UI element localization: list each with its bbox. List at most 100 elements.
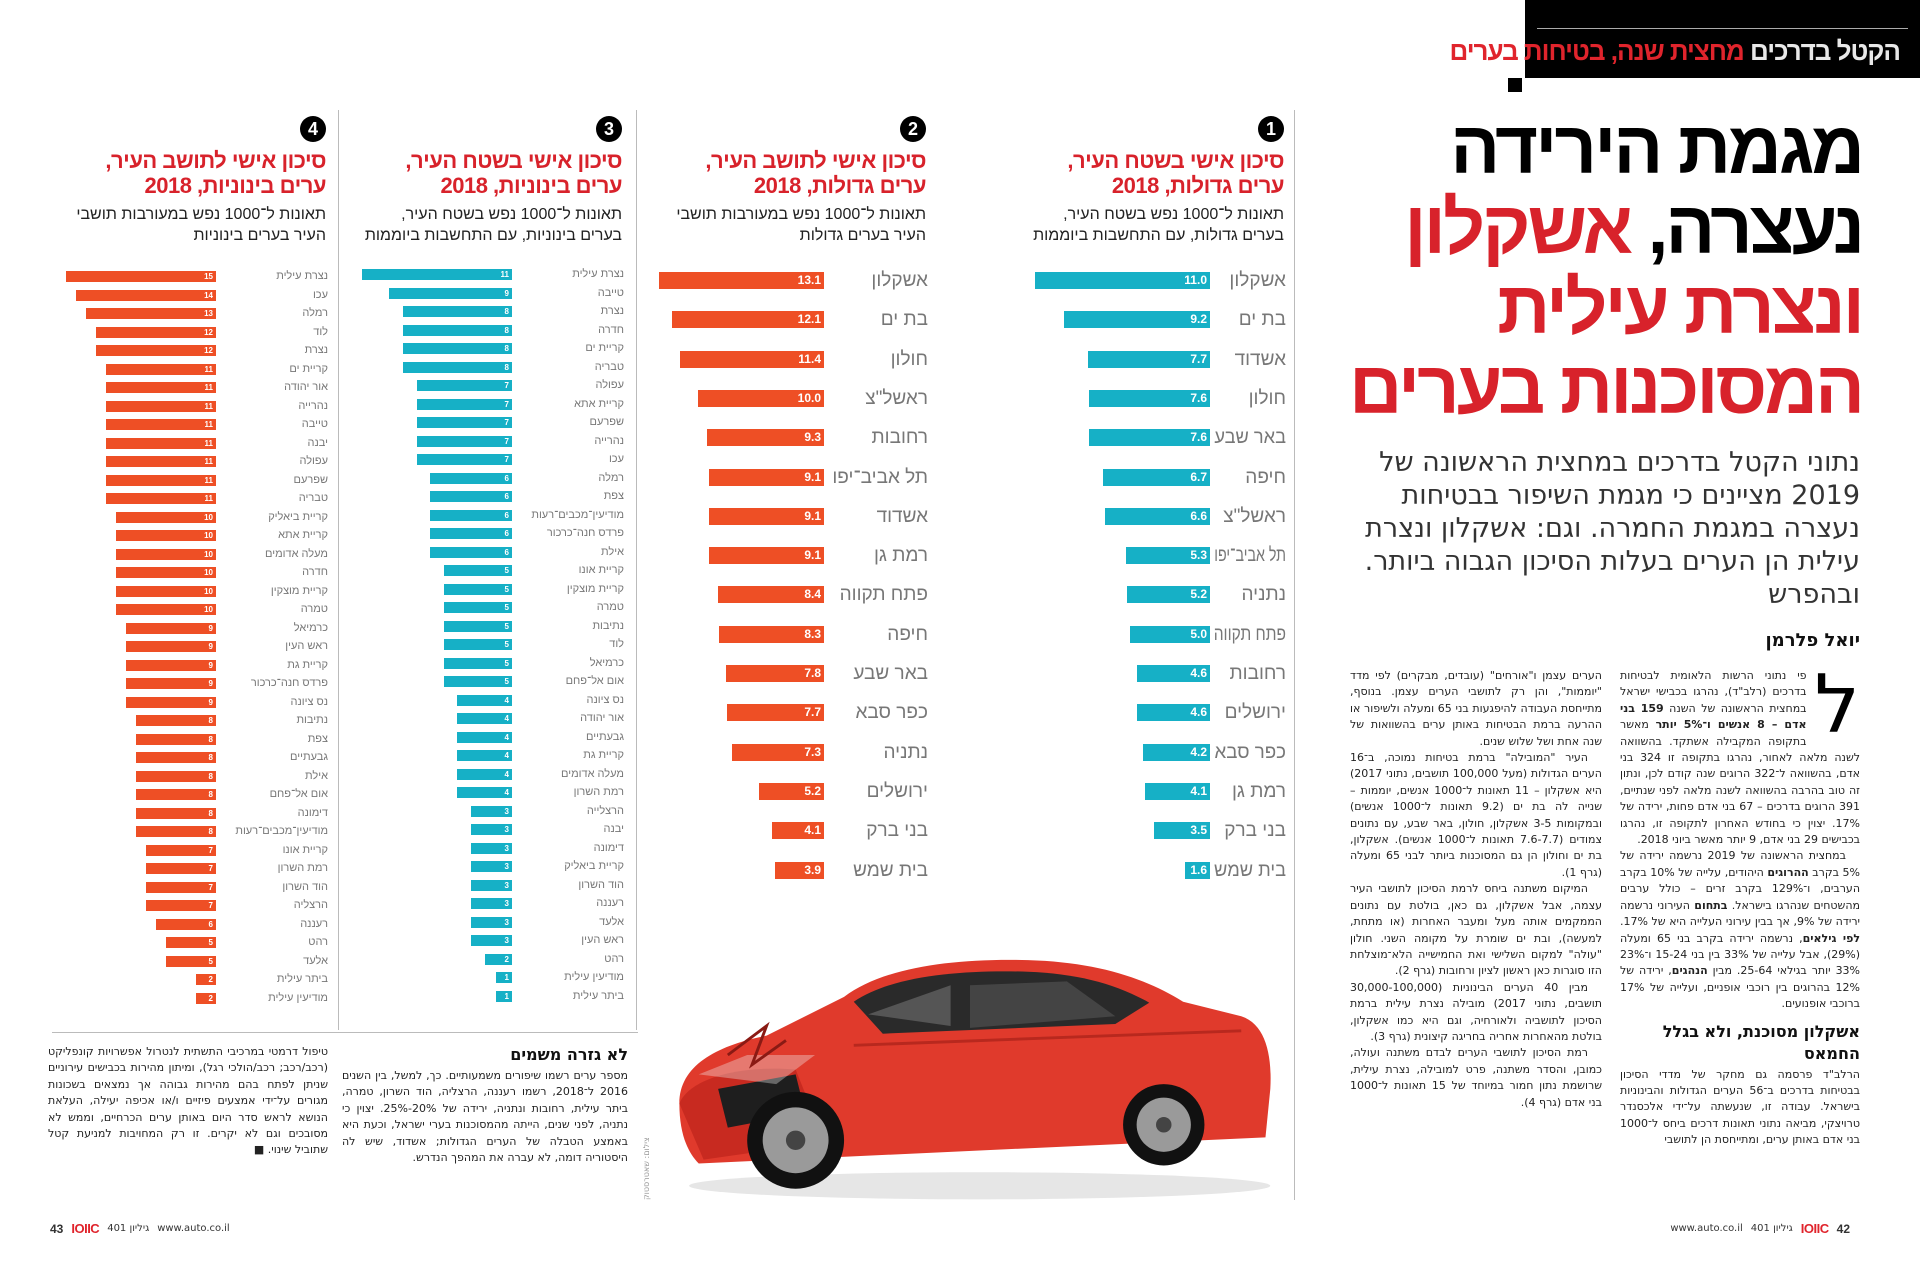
footer-left: 43 IOIIC גיליון 401 www.auto.co.il [50,1222,230,1237]
bar-category-label: דימונה [593,841,624,854]
bar-row: קריית ים 8 [352,343,628,362]
bar [1063,311,1210,329]
bold-text: ההרוגים [1767,865,1809,879]
bar-value-label: 1.6 [1190,862,1207,877]
bar [718,586,824,604]
bar-row: אום אל־פחם 8 [56,789,332,808]
bar-row: שפרעם 7 [352,417,628,436]
bar-value-label: 7.8 [804,666,821,680]
bar-category-label: נתיבות [592,619,624,632]
bar-value-label: 4 [504,769,509,779]
footer-url[interactable]: www.auto.co.il [1670,1223,1743,1234]
bar-value-label: 9.1 [804,469,821,484]
bar-category-label: ראש העין [581,934,624,946]
footer-url[interactable]: www.auto.co.il [157,1223,230,1234]
bar [116,511,216,523]
bar-row: רעננה 6 [56,917,332,938]
bar-row: דימונה 3 [352,841,628,862]
bar-category-label: עכו [608,453,624,465]
bar [484,953,512,965]
bar [86,308,216,319]
bar-value-label: 12 [204,346,213,355]
bar-value-label: 4.6 [1190,666,1207,680]
headline-line-3: ונצרת עילית [1497,266,1865,349]
bar-value-label: 3 [504,862,509,871]
bar [471,842,512,854]
bar-value-label: 10.0 [797,390,821,405]
chart-divider [636,110,637,1030]
bar-category-label: רעננה [300,917,328,930]
chart-title: סיכון אישי בשטח העיר, ערים גדולות, 2018 [1067,148,1284,198]
bar-value-label: 3 [504,843,509,853]
banner-square-decoration [1508,78,1522,92]
bar-value-label: 3.5 [1190,823,1207,838]
bar-row: פתח תקווה 5.0 [1020,625,1290,665]
bar-row: ביתר עילית 2 [56,974,332,993]
bar-row: בת ים 12.1 [652,310,932,350]
bar-row: נתניה 5.2 [1020,585,1290,625]
bar [430,509,512,521]
bar-category-label: אום אל־פחם [565,675,624,687]
bar-category-label: ביתר עילית [572,989,624,1002]
bar [136,807,216,819]
bar-value-label: 8.3 [804,626,821,641]
bar-value-label: 4 [504,732,509,742]
bar [1103,468,1210,486]
bar-value-label: 6 [504,510,509,520]
bar-row: נצרת עילית 15 [56,271,332,290]
bar-row: רהט 5 [56,937,332,956]
bar-row: כפר סבא 4.2 [1020,741,1290,783]
bar-category-label: נס ציונה [586,693,624,706]
bar [471,916,512,928]
bar-row: בית שמש 3.9 [652,861,932,901]
bar-value-label: 10 [204,605,213,614]
bar-row: אום אל־פחם 5 [352,676,628,695]
bar-value-label: 8 [208,808,213,818]
article-paragraph: ל פי נתוני הרשות הלאומית לבטיחות בדרכים (… [1620,665,1860,848]
bar-row: הוד השרון 7 [56,881,332,901]
bar-category-label: קריית גת [583,749,624,761]
bar-category-label: יבנה [603,823,624,835]
bar [166,955,216,967]
bar-row: חדרה 8 [352,324,628,344]
bar-value-label: 5 [504,658,509,668]
bar-value-label: 15 [204,272,213,281]
bar-row: ראשל"צ 10.0 [652,389,932,429]
chart-number-badge: 4 [300,116,326,142]
bar [126,622,216,634]
bar-value-label: 8 [208,827,213,836]
bar [709,547,824,565]
bar-row: חולון 11.4 [652,350,932,390]
bar [402,361,512,373]
bar-value-label: 9 [208,642,213,651]
bar-row: קריית גת 9 [56,659,332,679]
bar-category-label: פרדס חנה־כרכור [546,527,624,539]
bar-row: צפת 8 [56,733,332,753]
bar-row: אשקלון 11.0 [1020,271,1290,311]
bar-row: יבנה 3 [352,824,628,843]
text: במחצית הראשונה של 2019 נרשמה ירידה של 5%… [1620,849,1860,879]
bar-value-label: 7 [504,436,509,446]
bar-row: אילת 6 [352,546,628,566]
bar [402,343,512,354]
bar-category-label: קריית אונו [282,843,328,856]
bar-category-label: טבריה [594,360,624,373]
article-paragraph: טיפול דרמטי במרכיבי התשתית לנטרול אפשרוי… [48,1044,328,1159]
bar-category-label: פרדס חנה־כרכור [250,677,328,689]
bar-category-label: נצרת [304,344,328,356]
bar-value-label: 6.6 [1190,508,1207,523]
chart-4: 4 סיכון אישי לתושב העיר, ערים בינוניות, 2… [56,110,332,1030]
bar-category-label: כפר סבא [1214,741,1286,763]
bar-row: באר שבע 7.6 [1020,428,1290,468]
bar [116,604,216,615]
bar-row: טייבה 11 [56,419,332,438]
bar-value-label: 8 [208,734,213,744]
bar-value-label: 4 [504,788,509,797]
bar-value-label: 8 [208,790,213,799]
bar-row: בת ים 9.2 [1020,310,1290,350]
bar-category-label: כפר סבא [855,702,928,724]
article-subhead: אשקלון מסוכנת, ולא בגלל החמאס [1662,1021,1860,1063]
bar-value-label: 5.2 [804,783,821,798]
chart-title: סיכון אישי בשטח העיר, ערים בינוניות, 201… [405,148,622,198]
bar-value-label: 7 [208,901,213,910]
